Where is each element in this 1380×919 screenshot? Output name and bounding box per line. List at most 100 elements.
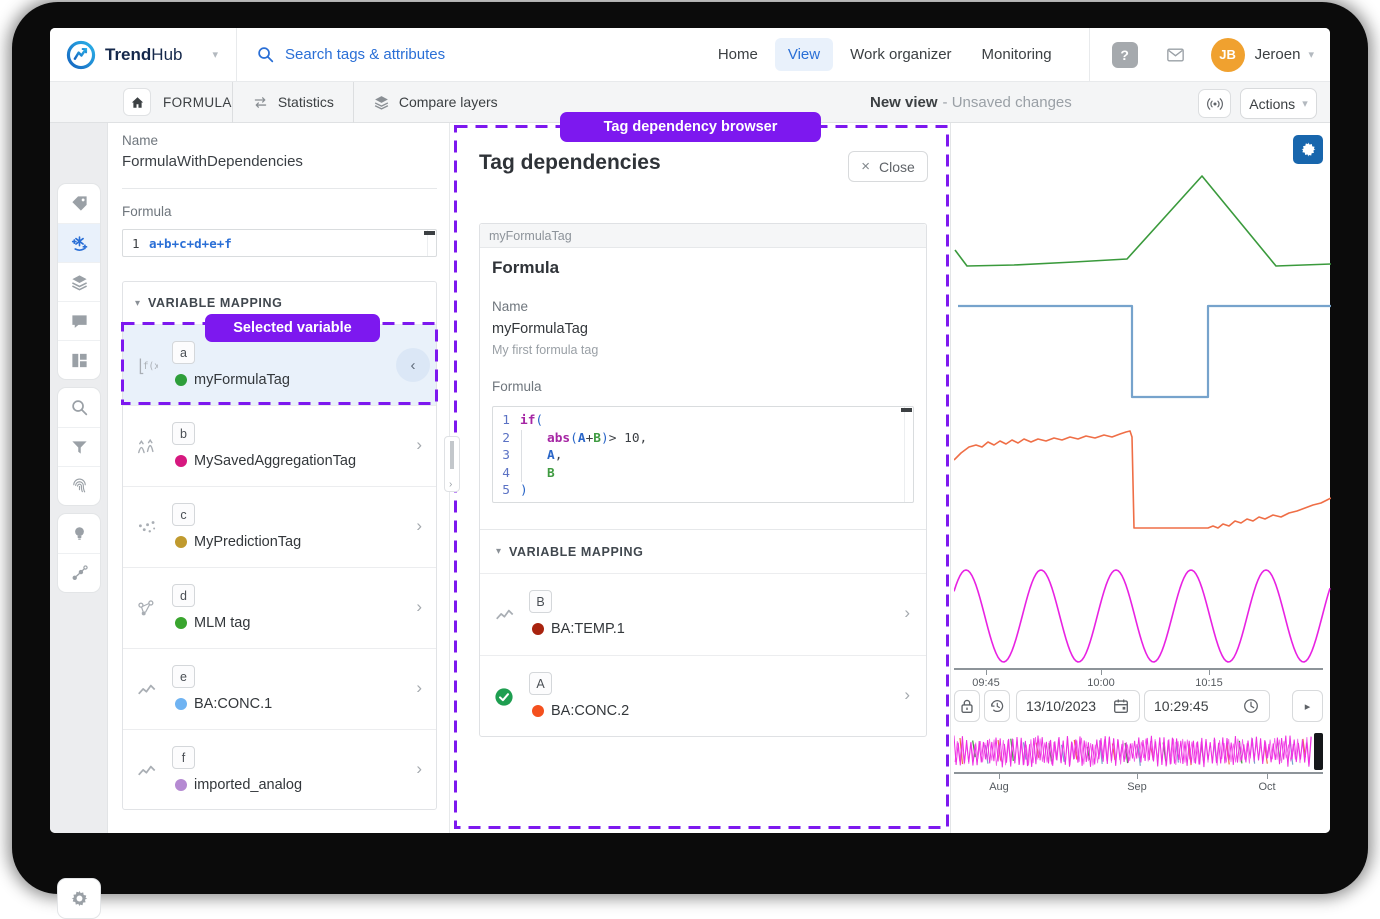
help-icon[interactable]: ? bbox=[1111, 41, 1138, 68]
sidebar-item-layers[interactable] bbox=[58, 262, 100, 301]
nav-links: Home View Work organizer Monitoring bbox=[705, 38, 1065, 71]
sidebar-item-fingerprint[interactable] bbox=[58, 466, 100, 505]
divider bbox=[1088, 27, 1090, 82]
chevron-right-icon[interactable]: › bbox=[449, 479, 453, 490]
tag-color-dot bbox=[175, 536, 187, 548]
formula-name-value: FormulaWithDependencies bbox=[122, 153, 303, 170]
trend-icon bbox=[136, 760, 158, 782]
tag-name: myFormulaTag bbox=[194, 372, 290, 388]
date-field[interactable]: 13/10/2023 bbox=[1016, 690, 1140, 722]
lock-timeframe-button[interactable] bbox=[954, 690, 980, 722]
variable-row-f[interactable]: f imported_analog › bbox=[123, 729, 436, 810]
tab-statistics[interactable]: Statistics bbox=[231, 81, 353, 123]
variable-letter-badge: A bbox=[529, 672, 552, 695]
sidebar-item-search[interactable] bbox=[58, 388, 100, 427]
code-text: B bbox=[547, 465, 555, 481]
date-value: 13/10/2023 bbox=[1026, 698, 1097, 714]
dependency-formula-editor[interactable]: 1 if(2 abs(A+B)> 10, 3 A, 4 B 5) bbox=[492, 406, 914, 503]
mapping-row-B[interactable]: B BA:TEMP.1 › bbox=[480, 573, 926, 655]
sidebar-item-comment[interactable] bbox=[58, 301, 100, 340]
axis-tick bbox=[1267, 774, 1268, 779]
global-search-input[interactable]: Search tags & attributes bbox=[256, 45, 445, 64]
avatar[interactable]: JB bbox=[1210, 37, 1245, 72]
trend-chart[interactable] bbox=[954, 128, 1331, 668]
formula-code: a+b+c+d+e+f bbox=[149, 236, 232, 251]
line-number: 1 bbox=[132, 236, 140, 251]
user-caret-down-icon[interactable]: ▾ bbox=[1308, 49, 1314, 61]
scrollbar-thumb[interactable] bbox=[450, 441, 454, 469]
line-number: 3 bbox=[502, 448, 510, 464]
scrollbar-thumb[interactable] bbox=[901, 408, 912, 412]
series-orange bbox=[954, 430, 1331, 529]
variable-row-e[interactable]: e BA:CONC.1 › bbox=[123, 648, 436, 729]
chart-settings-button[interactable] bbox=[1293, 135, 1323, 164]
clock-icon[interactable] bbox=[1242, 697, 1260, 715]
sidebar-item-filter[interactable] bbox=[58, 427, 100, 466]
sidebar-item-bulb[interactable] bbox=[58, 514, 100, 553]
chevron-right-icon[interactable]: › bbox=[416, 597, 422, 616]
logo-caret-down-icon[interactable]: ▾ bbox=[212, 49, 219, 61]
mapping-section-header[interactable]: ▾ VARIABLE MAPPING bbox=[480, 529, 926, 573]
code-text: abs(A+B)> 10, bbox=[547, 430, 648, 446]
sidebar-item-tag[interactable] bbox=[58, 184, 100, 223]
history-button[interactable] bbox=[984, 690, 1010, 722]
mail-icon[interactable] bbox=[1164, 46, 1187, 64]
top-navbar: TrendHub ▾ Search tags & attributes Home… bbox=[50, 27, 1330, 82]
chevron-right-icon[interactable]: › bbox=[416, 435, 422, 454]
chevron-right-icon[interactable]: › bbox=[904, 603, 910, 622]
time-field[interactable]: 10:29:45 bbox=[1144, 690, 1270, 722]
close-button[interactable]: × Close bbox=[848, 151, 928, 182]
nav-link-work-organizer[interactable]: Work organizer bbox=[850, 46, 952, 63]
chevron-right-icon[interactable]: › bbox=[416, 516, 422, 535]
code-text: A, bbox=[547, 448, 563, 464]
bulb-icon bbox=[70, 524, 89, 543]
step-forward-button[interactable]: ▸ bbox=[1292, 690, 1323, 722]
series-blue-step bbox=[958, 304, 1331, 399]
scrollbar-track[interactable] bbox=[427, 230, 436, 256]
variable-mapping-header[interactable]: ▾ VARIABLE MAPPING bbox=[135, 296, 283, 310]
code-text: ) bbox=[520, 483, 528, 499]
overview-strip[interactable] bbox=[954, 733, 1323, 770]
scrollbar-thumb[interactable] bbox=[424, 231, 435, 235]
actions-button[interactable]: Actions ▾ bbox=[1240, 88, 1317, 119]
variable-row-c[interactable]: c MyPredictionTag › bbox=[123, 486, 436, 567]
series-green bbox=[954, 175, 1331, 267]
series-magenta-sine bbox=[954, 569, 1331, 663]
card-header: myFormulaTag bbox=[480, 224, 926, 248]
overview-handle[interactable] bbox=[1314, 733, 1323, 770]
mapping-row-A[interactable]: A BA:CONC.2 › bbox=[480, 655, 926, 738]
line-number: 5 bbox=[502, 483, 510, 499]
variable-row-b[interactable]: b MySavedAggregationTag › bbox=[123, 405, 436, 486]
indent-guide bbox=[521, 430, 522, 482]
code-line: 2 abs(A+B)> 10, bbox=[493, 430, 898, 448]
home-button[interactable] bbox=[123, 88, 151, 116]
live-broadcast-button[interactable] bbox=[1198, 89, 1231, 118]
sidebar-item-gear[interactable] bbox=[58, 879, 100, 918]
scrollbar-track[interactable] bbox=[904, 407, 913, 502]
nav-link-view[interactable]: View bbox=[774, 38, 834, 71]
chevron-right-icon[interactable]: › bbox=[904, 685, 910, 704]
collapse-caret-icon: ▾ bbox=[496, 546, 502, 557]
nav-link-home[interactable]: Home bbox=[717, 46, 758, 63]
sidebar-item-dashboard[interactable] bbox=[58, 340, 100, 379]
sidebar-item-node-graph[interactable] bbox=[58, 553, 100, 592]
nav-link-monitoring[interactable]: Monitoring bbox=[981, 46, 1052, 63]
lock-icon bbox=[958, 697, 976, 715]
collapse-variable-button[interactable]: ‹ bbox=[396, 348, 430, 382]
panel-edge-scrollbar[interactable]: › bbox=[444, 436, 460, 492]
close-icon: × bbox=[861, 158, 870, 175]
chevron-right-icon[interactable]: › bbox=[416, 678, 422, 697]
user-name[interactable]: Jeroen bbox=[1254, 46, 1301, 63]
axis-tick-label: 10:00 bbox=[1087, 677, 1115, 689]
sidebar-item-formula[interactable] bbox=[58, 223, 100, 262]
variable-row-d[interactable]: d MLM tag › bbox=[123, 567, 436, 648]
app-window: TrendHub ▾ Search tags & attributes Home… bbox=[50, 27, 1331, 919]
formula-editor[interactable]: 1 a+b+c+d+e+f bbox=[122, 229, 437, 257]
tab-compare-layers[interactable]: Compare layers bbox=[352, 81, 517, 123]
dialog-title: Tag dependencies bbox=[479, 151, 661, 174]
calendar-icon[interactable] bbox=[1112, 697, 1130, 715]
chevron-right-icon[interactable]: › bbox=[416, 759, 422, 778]
rail-group bbox=[57, 513, 101, 593]
tag-ref: MySavedAggregationTag bbox=[175, 453, 356, 469]
